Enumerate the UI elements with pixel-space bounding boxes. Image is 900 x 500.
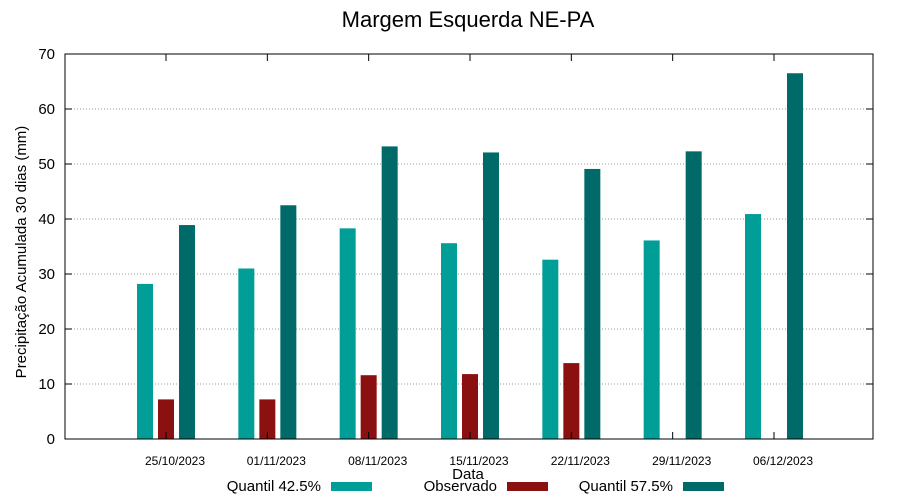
bar bbox=[360, 375, 377, 439]
y-tick-label: 0 bbox=[47, 431, 55, 448]
bar bbox=[584, 168, 601, 439]
y-axis-label: Precipitação Acumulada 30 dias (mm) bbox=[13, 126, 30, 379]
legend-swatch bbox=[507, 482, 548, 491]
bar bbox=[643, 240, 660, 439]
bar bbox=[280, 205, 297, 439]
bar bbox=[137, 283, 153, 439]
bar bbox=[441, 243, 457, 439]
x-tick-label: 06/12/2023 bbox=[753, 454, 813, 468]
y-tick-label: 20 bbox=[38, 321, 55, 338]
legend-swatch bbox=[331, 482, 372, 491]
x-axis-label: Data bbox=[452, 466, 484, 483]
legend-label: Quantil 57.5% bbox=[579, 478, 673, 495]
bar bbox=[563, 363, 580, 439]
bar bbox=[462, 374, 478, 439]
bar bbox=[787, 73, 803, 439]
x-axis: 25/10/2023 01/11/2023 08/11/2023 15/11/2023… bbox=[145, 54, 813, 468]
bar bbox=[381, 146, 398, 439]
x-tick-label: 29/11/2023 bbox=[652, 454, 711, 468]
y-tick-label: 10 bbox=[38, 376, 55, 393]
x-tick-label: 15/11/2023 bbox=[449, 454, 508, 468]
bar bbox=[745, 214, 761, 439]
bar bbox=[179, 225, 195, 439]
bars bbox=[137, 73, 803, 439]
chart-title: Margem Esquerda NE-PA bbox=[342, 7, 595, 32]
x-tick-label: 01/11/2023 bbox=[247, 454, 306, 468]
bar bbox=[238, 268, 255, 439]
x-tick-label: 25/10/2023 bbox=[145, 454, 205, 468]
y-tick-label: 60 bbox=[38, 101, 55, 118]
y-tick-label: 30 bbox=[38, 266, 55, 283]
bar bbox=[685, 151, 702, 439]
y-tick-label: 40 bbox=[38, 211, 55, 228]
bar bbox=[483, 152, 499, 439]
y-tick-label: 70 bbox=[38, 46, 55, 63]
legend-swatch bbox=[683, 482, 724, 491]
x-tick-label: 22/11/2023 bbox=[551, 454, 610, 468]
bar bbox=[542, 259, 559, 439]
y-tick-label: 50 bbox=[38, 156, 55, 173]
legend: Quantil 42.5% Observado Quantil 57.5% bbox=[227, 478, 724, 495]
plot-frame bbox=[64, 53, 874, 440]
bar bbox=[259, 399, 276, 439]
y-axis: 0 10 20 30 40 50 60 70 bbox=[38, 46, 873, 448]
bar bbox=[158, 399, 174, 439]
bar bbox=[339, 228, 356, 439]
legend-label: Quantil 42.5% bbox=[227, 478, 321, 495]
x-tick-label: 08/11/2023 bbox=[348, 454, 407, 468]
legend-label: Observado bbox=[424, 478, 497, 495]
